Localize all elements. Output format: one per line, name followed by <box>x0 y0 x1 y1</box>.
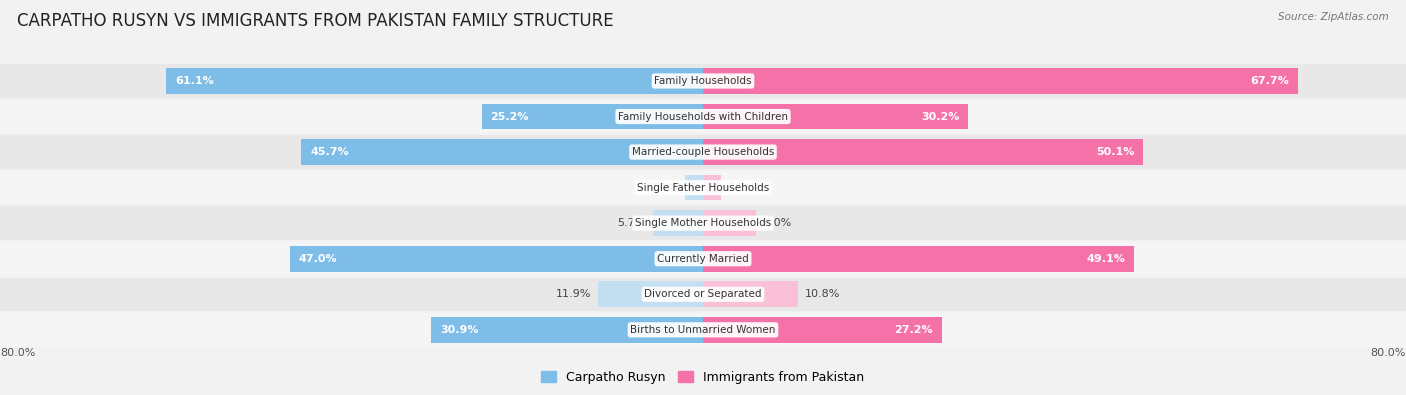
Bar <box>0 278 1406 311</box>
Text: 80.0%: 80.0% <box>0 348 35 357</box>
Bar <box>0 135 1406 169</box>
Text: 30.9%: 30.9% <box>440 325 479 335</box>
Bar <box>166 68 703 94</box>
Bar <box>301 139 703 165</box>
Text: 49.1%: 49.1% <box>1087 254 1126 264</box>
Text: 2.1%: 2.1% <box>650 182 678 193</box>
Bar <box>432 317 703 342</box>
Text: 80.0%: 80.0% <box>1371 348 1406 357</box>
Text: Divorced or Separated: Divorced or Separated <box>644 289 762 299</box>
Text: Source: ZipAtlas.com: Source: ZipAtlas.com <box>1278 12 1389 22</box>
Bar <box>0 313 1406 346</box>
Text: 45.7%: 45.7% <box>311 147 349 157</box>
Bar <box>703 104 969 129</box>
Text: 25.2%: 25.2% <box>491 111 529 122</box>
Bar <box>703 282 799 307</box>
Bar <box>703 211 756 236</box>
Bar <box>0 100 1406 133</box>
Bar <box>703 317 942 342</box>
Text: CARPATHO RUSYN VS IMMIGRANTS FROM PAKISTAN FAMILY STRUCTURE: CARPATHO RUSYN VS IMMIGRANTS FROM PAKIST… <box>17 12 613 30</box>
Text: Married-couple Households: Married-couple Households <box>631 147 775 157</box>
Text: Currently Married: Currently Married <box>657 254 749 264</box>
Text: 5.7%: 5.7% <box>617 218 645 228</box>
Text: Family Households: Family Households <box>654 76 752 86</box>
Text: 2.1%: 2.1% <box>728 182 756 193</box>
Bar <box>685 175 703 200</box>
Text: 27.2%: 27.2% <box>894 325 934 335</box>
Text: 47.0%: 47.0% <box>299 254 337 264</box>
Text: Births to Unmarried Women: Births to Unmarried Women <box>630 325 776 335</box>
Text: 6.0%: 6.0% <box>762 218 792 228</box>
Text: 61.1%: 61.1% <box>174 76 214 86</box>
Bar <box>703 175 721 200</box>
Bar <box>0 171 1406 204</box>
Bar <box>290 246 703 271</box>
Text: 10.8%: 10.8% <box>804 289 841 299</box>
Text: Single Mother Households: Single Mother Households <box>636 218 770 228</box>
Text: 67.7%: 67.7% <box>1250 76 1289 86</box>
Bar <box>703 68 1298 94</box>
Text: 11.9%: 11.9% <box>555 289 592 299</box>
Text: Single Father Households: Single Father Households <box>637 182 769 193</box>
Bar <box>599 282 703 307</box>
Text: Family Households with Children: Family Households with Children <box>619 111 787 122</box>
Bar <box>0 64 1406 98</box>
Bar <box>481 104 703 129</box>
Bar <box>703 139 1143 165</box>
Bar <box>0 242 1406 275</box>
Bar <box>652 211 703 236</box>
Text: 30.2%: 30.2% <box>921 111 960 122</box>
Legend: Carpatho Rusyn, Immigrants from Pakistan: Carpatho Rusyn, Immigrants from Pakistan <box>537 366 869 389</box>
Bar <box>703 246 1135 271</box>
Bar <box>0 207 1406 240</box>
Text: 50.1%: 50.1% <box>1097 147 1135 157</box>
